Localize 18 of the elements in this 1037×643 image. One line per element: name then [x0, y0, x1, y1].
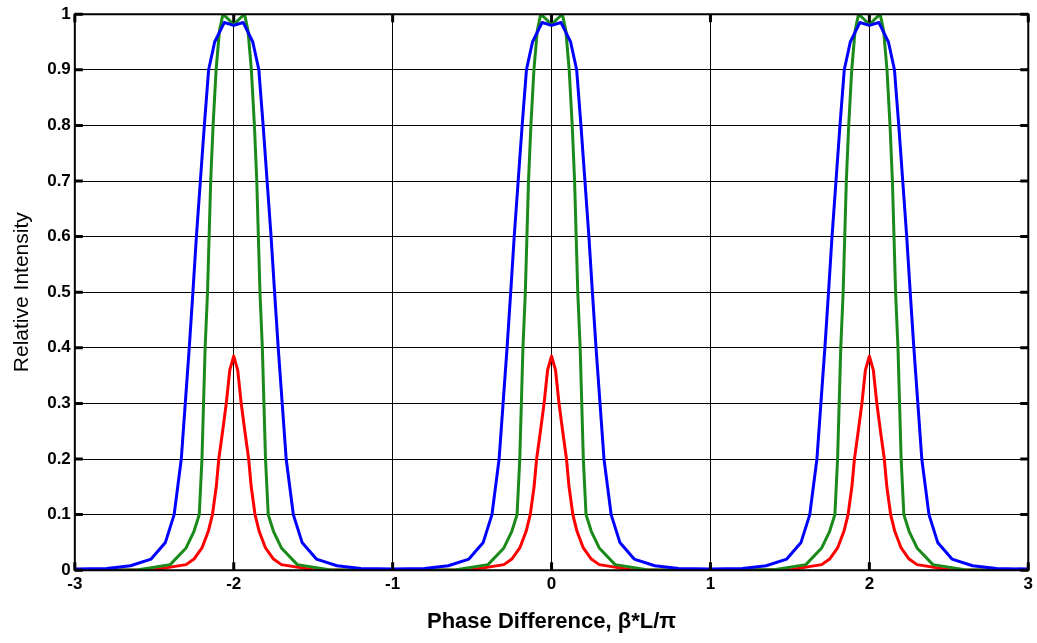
y-tick-label: 0.3: [47, 393, 71, 413]
y-tick-label: 0.6: [47, 226, 71, 246]
y-axis-title: Relative Intensity: [9, 211, 33, 373]
x-tick-label: 1: [705, 574, 716, 594]
y-tick-label: 0.7: [47, 170, 71, 190]
y-tick-label: 0.8: [47, 115, 71, 135]
x-tick-label: -2: [226, 574, 242, 594]
y-tick-label: 0.5: [47, 281, 71, 301]
x-tick-label: 3: [1023, 574, 1034, 594]
x-tick-label: 2: [864, 574, 875, 594]
x-tick-label: 0: [546, 574, 557, 594]
y-tick-label: 0.4: [47, 337, 72, 357]
y-tick-label: 0.1: [47, 504, 71, 524]
y-tick-label: 1: [61, 3, 71, 23]
y-tick-label: 0.9: [47, 59, 71, 79]
y-tick-label: 0.2: [47, 448, 71, 468]
x-axis-title: Phase Difference, β*L/π: [426, 607, 677, 633]
x-tick-label: -1: [385, 574, 401, 594]
